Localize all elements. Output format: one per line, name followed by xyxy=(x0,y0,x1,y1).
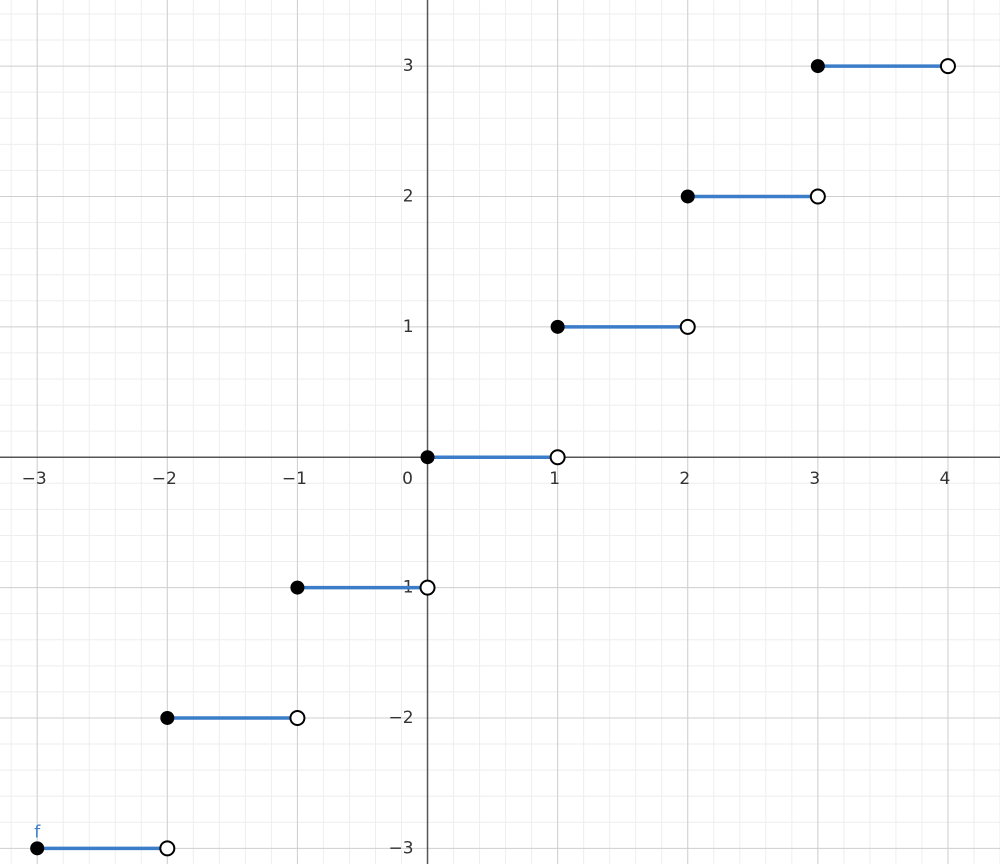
series-label: f xyxy=(34,822,41,842)
x-tick-label: 0 xyxy=(402,469,413,489)
y-tick-label: 1 xyxy=(403,317,414,337)
open-endpoint xyxy=(809,188,826,205)
closed-endpoint xyxy=(30,841,45,856)
closed-endpoint xyxy=(160,710,175,725)
x-tick-label: −2 xyxy=(152,469,177,489)
closed-endpoint xyxy=(810,59,825,74)
y-tick-label: −2 xyxy=(388,708,413,728)
closed-endpoint xyxy=(290,580,305,595)
x-tick-label: 1 xyxy=(549,469,560,489)
closed-endpoint xyxy=(420,450,435,465)
x-tick-label: −1 xyxy=(282,469,307,489)
x-tick-label: 3 xyxy=(809,469,820,489)
y-tick-label: −3 xyxy=(388,838,413,858)
x-tick-label: 2 xyxy=(679,469,690,489)
open-endpoint xyxy=(679,318,696,335)
open-endpoint xyxy=(289,709,306,726)
closed-endpoint xyxy=(680,189,695,204)
closed-endpoint xyxy=(550,319,565,334)
x-tick-label: −3 xyxy=(22,469,47,489)
open-endpoint xyxy=(419,579,436,596)
open-endpoint xyxy=(549,449,566,466)
open-endpoint xyxy=(939,58,956,75)
y-tick-label: 3 xyxy=(403,56,414,76)
open-endpoint xyxy=(159,840,176,857)
y-tick-label: 2 xyxy=(403,186,414,206)
x-tick-label: 4 xyxy=(940,469,951,489)
